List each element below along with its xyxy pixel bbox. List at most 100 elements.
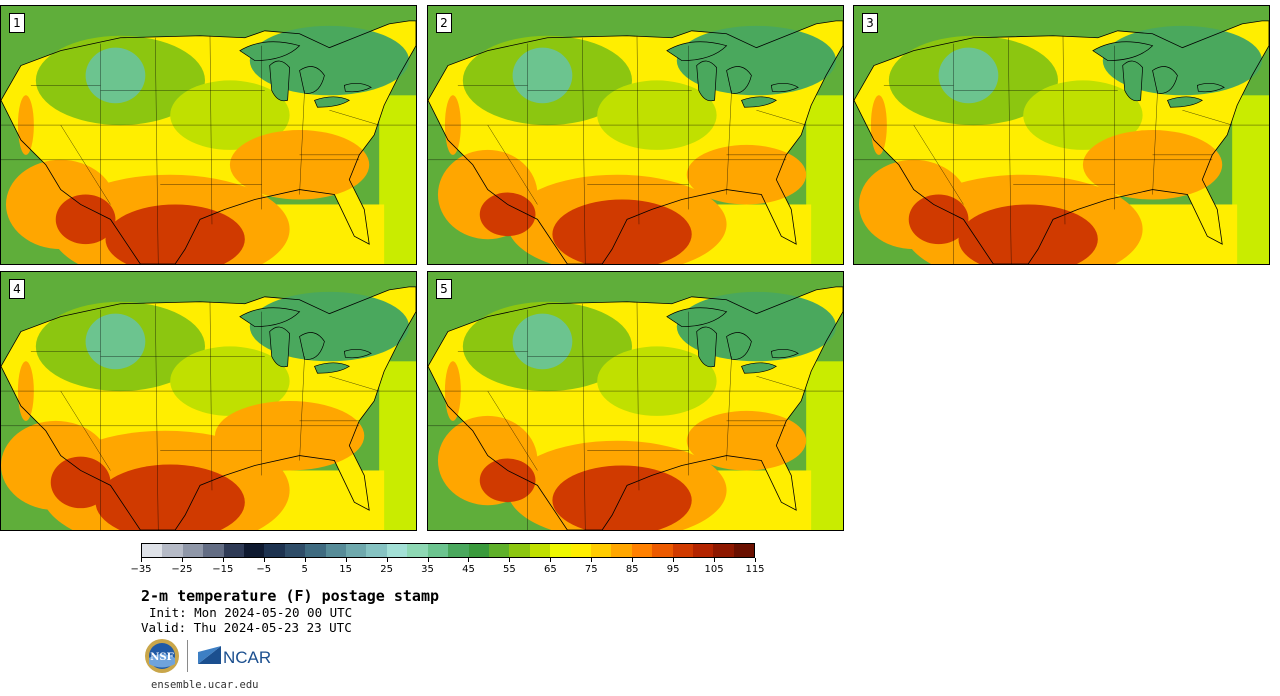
warm-region <box>686 410 807 471</box>
mountain-cool-region <box>85 47 146 104</box>
atlantic-warm-area <box>1232 95 1269 264</box>
colorbar-ticks: −35 −25 −15 −5 5 15 25 35 45 55 65 75 85 95 105 115 <box>130 558 765 578</box>
forecast-map-panel-4: 4 <box>0 271 417 531</box>
member-number-badge: 2 <box>436 13 452 33</box>
colorbar-tick-label: 25 <box>380 564 393 575</box>
colorbar-swatch <box>407 544 428 557</box>
state-border <box>487 124 538 205</box>
logo-divider <box>187 640 188 672</box>
coastline <box>854 20 1269 264</box>
colorbar-swatch <box>733 544 755 557</box>
forecast-map-panel-1: 1 <box>0 5 417 265</box>
colorbar-swatch <box>284 544 306 557</box>
great-lake <box>696 60 717 102</box>
great-lake <box>269 326 290 368</box>
colorbar-tick <box>673 558 675 562</box>
hot-region <box>55 194 116 245</box>
colorbar-swatch <box>325 544 347 557</box>
state-border <box>1008 37 1012 264</box>
ncar-logo-text: NCAR <box>223 648 271 666</box>
hot-region <box>105 204 245 264</box>
colorbar-tick <box>755 558 756 562</box>
great-lake <box>314 362 351 374</box>
plains-region <box>1023 80 1143 150</box>
warm-region <box>686 144 807 205</box>
colorbar-tick-label: 115 <box>745 564 765 575</box>
colorbar-swatch <box>468 544 489 557</box>
colorbar-swatch <box>366 544 387 557</box>
colorbar-swatch <box>611 544 632 557</box>
ncar-logo-icon: NCAR <box>198 646 271 666</box>
hot-region <box>479 458 536 503</box>
great-lake <box>1122 60 1143 102</box>
nsf-logo-icon: NSF <box>145 639 179 673</box>
state-border <box>582 37 586 264</box>
colorbar-tick-label: 105 <box>704 564 724 575</box>
colorbar-tick-label: −25 <box>171 564 193 575</box>
great-lake <box>770 348 799 359</box>
member-number-badge: 3 <box>862 13 878 33</box>
state-border <box>60 124 111 205</box>
great-lake <box>299 66 325 94</box>
colorbar-tick <box>632 558 634 562</box>
great-lake <box>1092 41 1154 61</box>
colorbar-swatch <box>386 544 408 557</box>
colorbar-tick-label: −15 <box>212 564 234 575</box>
hot-region <box>479 192 536 237</box>
state-border <box>155 303 159 530</box>
state-border <box>726 356 732 461</box>
state-border <box>329 109 380 126</box>
great-lake <box>741 96 778 108</box>
coastline <box>1 20 416 264</box>
colorbar-swatch <box>346 544 367 557</box>
colorbar-swatch <box>509 544 530 557</box>
colorbar-swatch <box>672 544 693 557</box>
colorbar-tick <box>591 558 593 562</box>
colorbar-swatch <box>142 544 163 557</box>
colorbar-tick-label: 85 <box>625 564 639 575</box>
atlantic-warm-area <box>806 361 843 530</box>
colorbar-swatch <box>713 544 734 557</box>
temperature-map <box>428 6 843 264</box>
state-border <box>299 356 305 461</box>
atlantic-warm-area <box>379 95 416 264</box>
hot-region <box>50 456 111 509</box>
great-lake <box>343 82 372 93</box>
colorbar-swatch <box>488 544 510 557</box>
colorbar-swatch <box>203 544 224 557</box>
great-lake <box>299 332 325 360</box>
colorbar-swatch <box>244 544 265 557</box>
temperature-map <box>428 272 843 530</box>
warm-region <box>229 130 370 200</box>
colorbar-swatch <box>264 544 285 557</box>
great-lake <box>770 82 799 93</box>
great-lake <box>269 60 290 102</box>
great-lake <box>696 326 717 368</box>
great-lake <box>1196 82 1225 93</box>
colorbar-swatch <box>305 544 326 557</box>
state-border <box>636 301 640 491</box>
colorbar-swatch <box>529 544 551 557</box>
colorbar-tick <box>181 558 183 562</box>
mountain-cool-region <box>512 313 573 370</box>
site-url: ensemble.ucar.edu <box>151 679 259 691</box>
hot-region <box>552 465 692 530</box>
forecast-map-panel-2: 2 <box>427 5 844 265</box>
coastline <box>428 20 843 264</box>
state-border <box>60 390 111 471</box>
state-border <box>1152 90 1158 195</box>
nsf-logo-text: NSF <box>150 652 173 663</box>
temperature-colorbar <box>141 543 755 558</box>
colorbar-tick <box>550 558 552 562</box>
state-border <box>1182 109 1233 126</box>
great-lake <box>1152 66 1178 94</box>
hot-region <box>958 204 1098 264</box>
great-lake <box>726 332 752 360</box>
valid-time: Valid: Thu 2024-05-23 23 UTC <box>141 620 352 635</box>
state-border <box>582 303 586 530</box>
mountain-cool-region <box>512 47 573 104</box>
plot-title: 2-m temperature (F) postage stamp <box>141 587 440 605</box>
great-lake <box>666 307 728 327</box>
atlantic-warm-area <box>379 361 416 530</box>
plains-region <box>597 80 717 150</box>
